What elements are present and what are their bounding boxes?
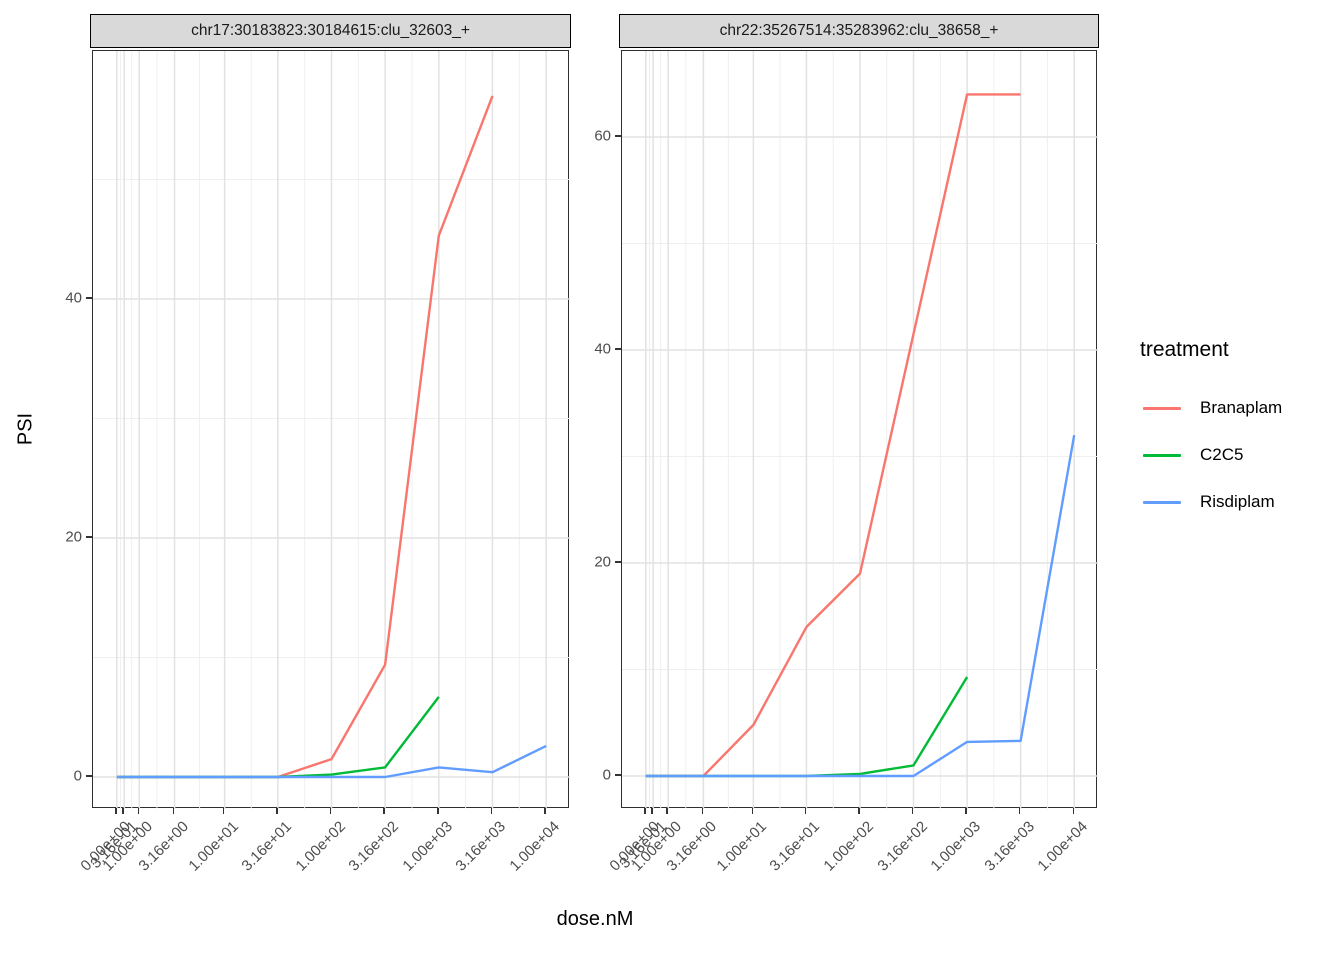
x-tick-mark — [437, 808, 439, 814]
y-tick-label: 0 — [602, 766, 611, 784]
y-tick-label: 0 — [73, 767, 82, 785]
x-tick-mark — [1018, 808, 1021, 814]
legend-item-branaplam: Branaplam — [1138, 396, 1328, 420]
x-tick-mark — [701, 808, 704, 814]
x-tick-mark — [115, 808, 117, 814]
x-tick-mark — [666, 808, 668, 814]
chart-svg — [622, 51, 1098, 809]
x-tick-label: 1.00e+03 — [399, 818, 456, 875]
x-tick-mark — [329, 808, 332, 814]
facet-strip-chr17: chr17:30183823:30184615:clu_32603_+ — [90, 14, 571, 48]
y-tick-label: 40 — [594, 340, 611, 358]
x-tick-label: 3.16e+03 — [981, 818, 1038, 875]
x-tick-mark — [911, 808, 914, 814]
y-tick-label: 20 — [594, 553, 611, 571]
x-tick-label: 3.16e+01 — [238, 818, 295, 875]
x-tick-mark — [172, 808, 175, 814]
y-tick-label: 60 — [594, 127, 611, 145]
y-tick-mark — [615, 135, 621, 137]
x-tick-label: 1.00e+01 — [713, 818, 771, 875]
x-tick-mark — [222, 808, 225, 814]
legend-item-c2c5: C2C5 — [1138, 443, 1328, 467]
legend-label: Branaplam — [1200, 398, 1283, 417]
x-tick-mark — [644, 808, 646, 814]
facet-strip-chr22: chr22:35267514:35283962:clu_38658_+ — [619, 14, 1099, 48]
x-tick-label: 1.00e+03 — [927, 818, 985, 875]
x-tick-label: 3.16e+02 — [345, 818, 403, 875]
x-axis-title: dose.nM — [556, 908, 634, 930]
x-tick-label: 3.16e+01 — [766, 818, 824, 875]
series-line-risdiplam — [116, 744, 547, 779]
x-tick-mark — [1072, 808, 1074, 814]
x-tick-label: 1.00e+02 — [291, 818, 349, 875]
panel-chr17 — [92, 50, 570, 809]
facet-title: chr22:35267514:35283962:clu_38658_+ — [719, 22, 999, 39]
y-tick-mark — [86, 297, 92, 299]
x-tick-label: 3.16e+02 — [873, 818, 931, 875]
branaplam-line-key — [1143, 407, 1181, 410]
legend-label: Risdiplam — [1200, 492, 1275, 511]
x-tick-mark — [122, 808, 124, 814]
y-tick-mark — [615, 774, 621, 776]
x-tick-mark — [751, 808, 754, 814]
x-tick-label: 1.00e+04 — [1034, 818, 1092, 875]
x-tick-label: 1.00e+02 — [820, 818, 878, 875]
y-tick-mark — [86, 536, 92, 538]
y-tick-mark — [615, 348, 621, 350]
chart-svg — [93, 51, 570, 809]
y-axis-title: PSI — [14, 412, 37, 446]
y-tick-mark — [615, 561, 621, 563]
risdiplam-line-key — [1143, 501, 1181, 504]
x-tick-mark — [276, 808, 278, 814]
x-tick-mark — [965, 808, 967, 814]
y-tick-mark — [86, 775, 92, 777]
x-tick-mark — [651, 808, 653, 814]
x-tick-label: 3.16e+03 — [452, 818, 510, 875]
legend-title: treatment — [1140, 338, 1229, 361]
legend-label: C2C5 — [1200, 445, 1244, 464]
series-line-risdiplam — [645, 434, 1076, 778]
x-tick-mark — [383, 808, 385, 814]
panel-chr22 — [621, 50, 1098, 809]
x-tick-mark — [137, 808, 140, 814]
c2c5-line-key — [1143, 454, 1181, 457]
x-tick-label: 1.00e+04 — [506, 818, 564, 875]
facet-title: chr17:30183823:30184615:clu_32603_+ — [191, 22, 470, 39]
x-tick-mark — [544, 808, 546, 814]
legend-item-risdiplam: Risdiplam — [1138, 490, 1328, 514]
y-tick-label: 20 — [65, 528, 82, 546]
y-tick-label: 40 — [65, 289, 82, 307]
x-tick-mark — [804, 808, 807, 814]
x-tick-mark — [490, 808, 493, 814]
x-tick-mark — [858, 808, 860, 814]
x-tick-label: 1.00e+01 — [185, 818, 242, 875]
